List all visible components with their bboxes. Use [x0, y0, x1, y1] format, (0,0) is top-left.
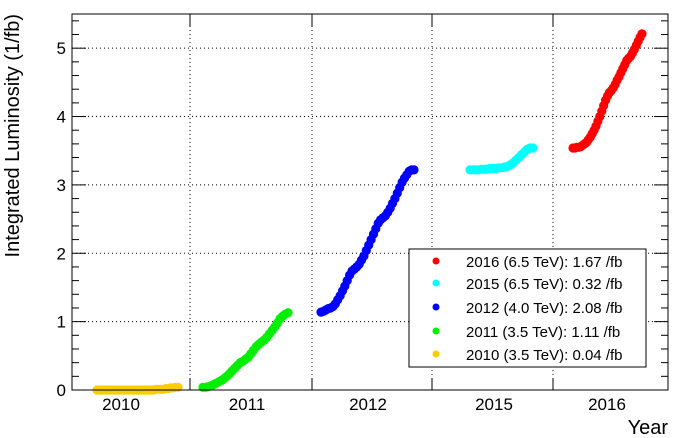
legend-marker [432, 350, 440, 358]
legend-marker [432, 327, 440, 335]
data-point [409, 165, 419, 175]
legend-label: 2016 (6.5 TeV): 1.67 /fb [466, 254, 623, 271]
x-tick-label: 2016 [588, 395, 626, 414]
y-axis-label: Integrated Luminosity (1/fb) [2, 14, 24, 257]
y-tick-label: 3 [57, 176, 66, 195]
x-tick-label: 2011 [229, 395, 266, 414]
legend-marker [432, 303, 440, 311]
x-tick-label: 2010 [102, 395, 140, 414]
legend-label: 2015 (6.5 TeV): 0.32 /fb [466, 276, 623, 293]
legend-marker [432, 279, 440, 287]
legend-label: 2011 (3.5 TeV): 1.11 /fb [466, 324, 620, 341]
data-point [173, 382, 183, 392]
x-tick-label: 2012 [349, 395, 387, 414]
legend-label: 2010 (3.5 TeV): 0.04 /fb [466, 347, 623, 364]
data-point [528, 143, 538, 153]
x-tick-label: 2015 [475, 395, 513, 414]
legend-box [408, 248, 647, 368]
y-tick-label: 4 [57, 108, 66, 127]
axes: 0 1 2 3 4 5 2010 2011 2012 2015 2016 [57, 14, 668, 414]
y-tick-label: 2 [57, 244, 66, 263]
plot-frame [71, 13, 669, 391]
legend-marker [432, 257, 440, 265]
y-tick-label: 1 [57, 313, 66, 332]
legend-label: 2012 (4.0 TeV): 2.08 /fb [466, 300, 623, 317]
data-point [283, 308, 293, 318]
y-tick-label: 5 [57, 39, 66, 58]
y-tick-label: 0 [57, 381, 66, 400]
legend: 2016 (6.5 TeV): 1.67 /fb 2015 (6.5 TeV): … [408, 248, 647, 368]
x-axis-label: Year [628, 417, 669, 438]
data-point [637, 29, 647, 39]
